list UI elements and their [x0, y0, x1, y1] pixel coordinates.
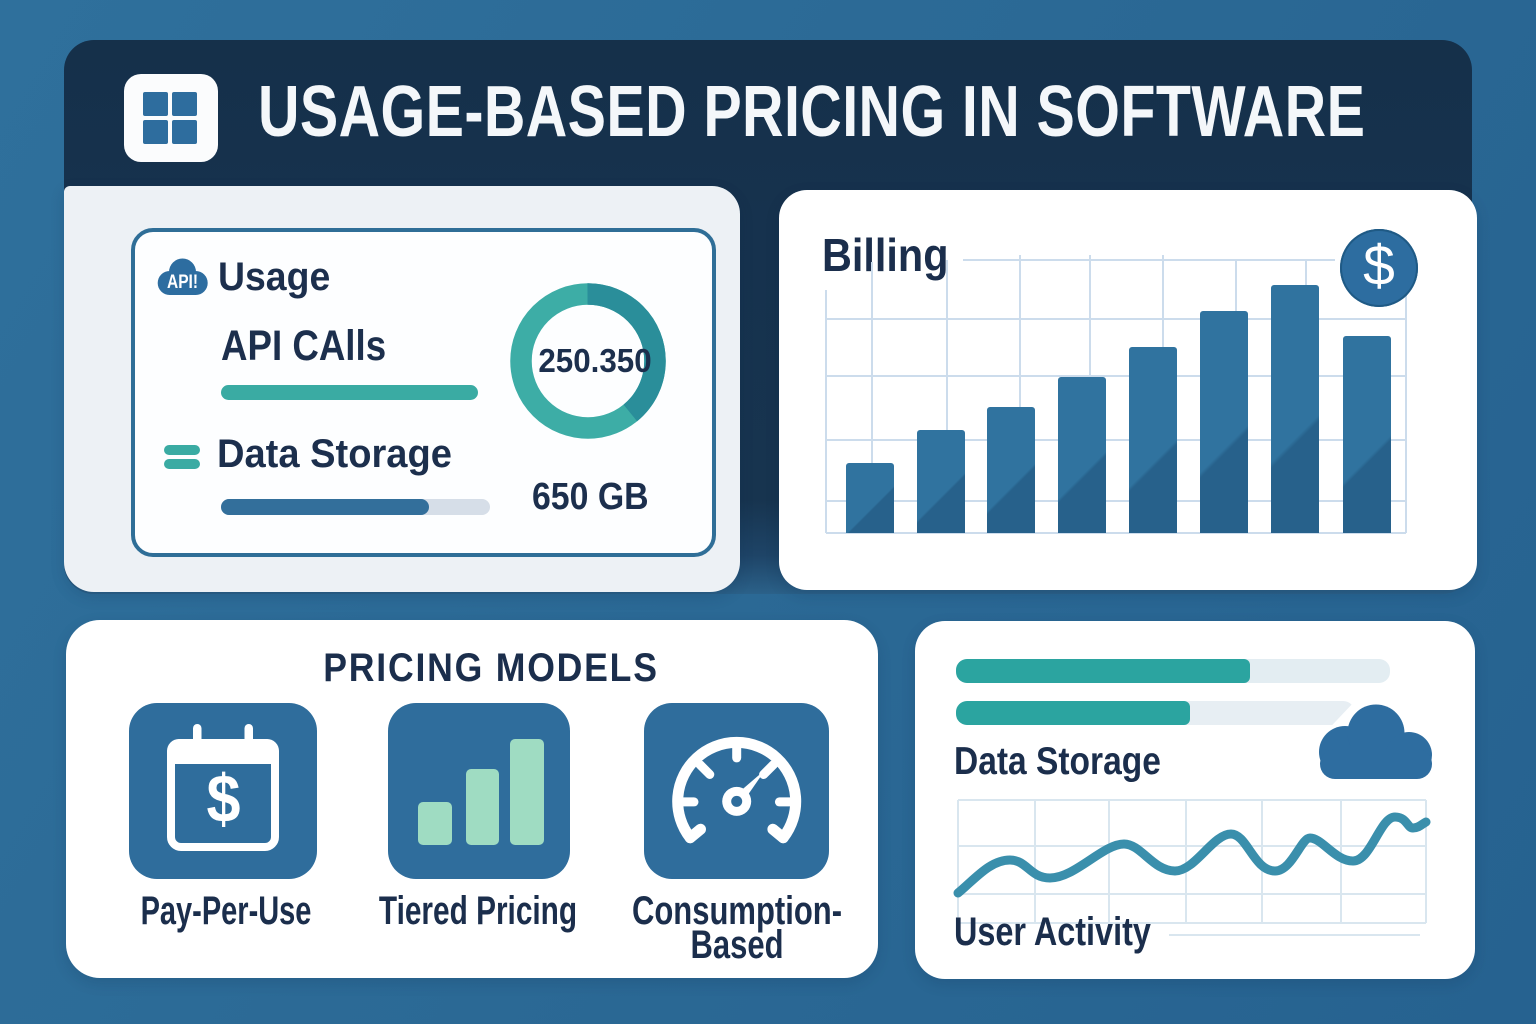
svg-text:$: $ [207, 761, 241, 837]
svg-text:API!: API! [167, 272, 198, 293]
